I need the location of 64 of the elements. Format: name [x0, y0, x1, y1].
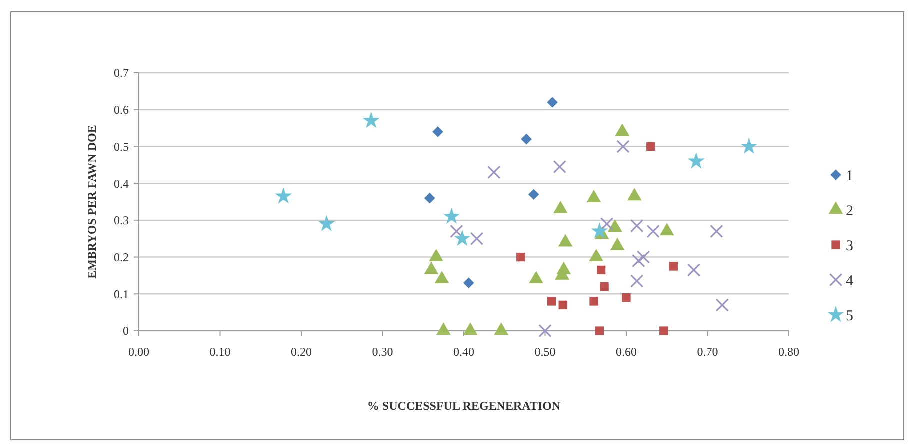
y-tick-label: 0.5: [114, 140, 129, 154]
point: [547, 97, 558, 108]
point: [454, 230, 471, 246]
legend-label: 4: [846, 273, 854, 290]
point: [716, 298, 729, 312]
y-tick-label: 0.7: [114, 66, 129, 80]
point: [590, 297, 598, 306]
y-tick-label: 0.2: [114, 250, 129, 264]
point: [595, 326, 604, 336]
point: [616, 140, 630, 154]
point: [362, 112, 380, 128]
point: [450, 224, 464, 238]
point: [600, 218, 614, 231]
point: [622, 294, 631, 302]
legend-label: 2: [846, 203, 854, 220]
point: [432, 126, 444, 138]
point: [687, 264, 701, 277]
x-tick-label: 0.20: [291, 345, 312, 359]
x-tick-label: 0.70: [697, 345, 718, 359]
x-tick-label: 0.60: [616, 345, 637, 359]
point: [688, 152, 705, 169]
point: [646, 142, 656, 152]
y-tick-label: 0.3: [114, 214, 129, 228]
point: [600, 282, 609, 292]
point: [516, 252, 526, 262]
legend-label: 1: [846, 168, 854, 184]
point: [443, 208, 460, 224]
y-tick-label: 0.6: [114, 103, 129, 118]
point: [463, 278, 474, 289]
point: [547, 297, 556, 306]
point: [275, 188, 292, 204]
point: [538, 324, 552, 338]
y-tick-label: 0.4: [114, 176, 129, 191]
point: [740, 138, 758, 154]
point: [660, 326, 668, 336]
point: [318, 215, 336, 232]
point: [470, 232, 484, 246]
x-tick-label: 0.00: [128, 345, 150, 359]
x-tick-label: 0.10: [210, 345, 231, 359]
point: [521, 134, 532, 145]
x-tick-label: 0.80: [778, 345, 800, 359]
point: [646, 224, 660, 238]
point: [636, 250, 650, 264]
x-tick-label: 0.50: [534, 345, 556, 359]
point: [630, 219, 644, 233]
point: [487, 166, 501, 180]
point: [630, 274, 644, 288]
point: [632, 254, 646, 268]
point: [528, 189, 540, 200]
x-tick-label: 0.40: [454, 345, 474, 359]
y-tick-label: 0: [123, 324, 129, 338]
legend-label: 5: [846, 308, 854, 324]
y-tick-label: 0.1: [114, 287, 129, 302]
y-axis-title: EMBRYOS PER FAWN DOE: [85, 125, 99, 279]
x-axis-title: % SUCCESSFUL REGENERATION: [367, 399, 561, 413]
point: [424, 192, 436, 204]
point: [591, 222, 608, 239]
x-tick-label: 0.30: [372, 345, 394, 359]
point: [710, 224, 724, 238]
point: [558, 300, 568, 310]
legend-label: 3: [846, 238, 854, 254]
point: [596, 266, 606, 275]
point: [553, 160, 566, 174]
point: [669, 262, 678, 271]
